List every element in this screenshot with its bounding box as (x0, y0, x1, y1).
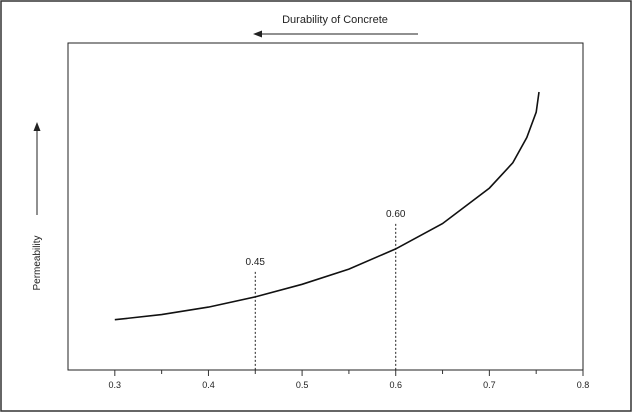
y-axis-label: Permeability (32, 235, 43, 290)
x-tick-label: 0.7 (483, 380, 496, 390)
plot-area (67, 42, 584, 371)
chart-title: Durability of Concrete (282, 14, 388, 26)
x-tick-label: 0.5 (296, 380, 309, 390)
x-tick-label: 0.8 (577, 380, 590, 390)
title-arrow-head (253, 30, 262, 38)
x-tick-label: 0.6 (389, 380, 402, 390)
y-arrow-head (33, 122, 41, 131)
annotation-label: 0.60 (386, 209, 406, 220)
series-line (114, 91, 540, 321)
annotation-label: 0.45 (246, 257, 266, 268)
x-tick-label: 0.4 (202, 380, 215, 390)
x-axis-ticks: 0.3 0.4 0.5 0.6 0.7 0.8 (109, 370, 590, 390)
x-tick-label: 0.3 (109, 380, 122, 390)
